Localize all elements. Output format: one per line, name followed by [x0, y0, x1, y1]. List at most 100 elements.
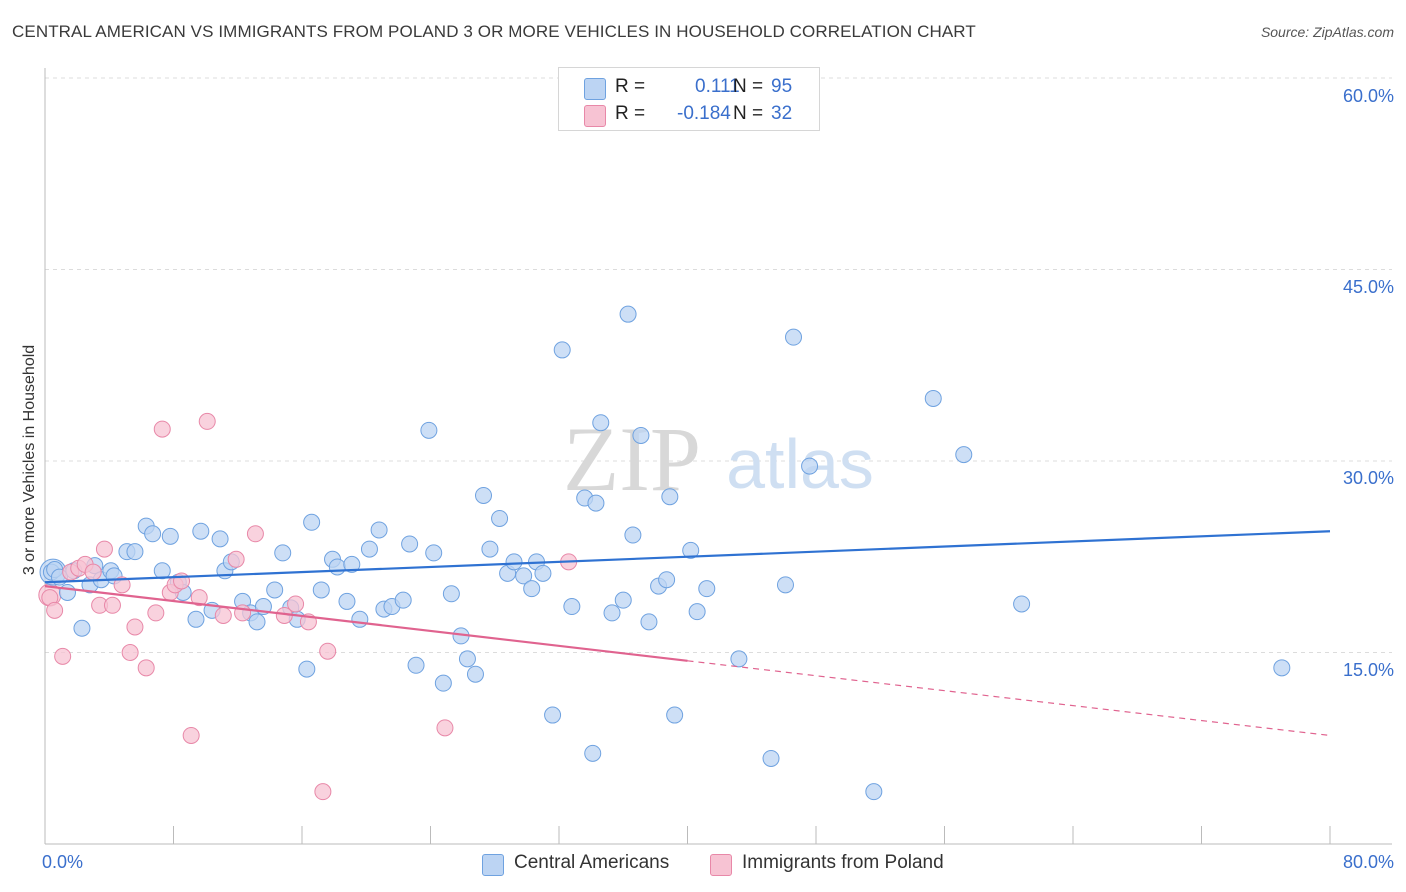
legend-n-label: N =	[733, 103, 764, 124]
legend-swatch-pink	[710, 854, 732, 876]
point-poland	[137, 659, 155, 677]
point-central-americans	[161, 527, 179, 545]
point-central-americans	[801, 457, 819, 475]
point-poland	[198, 412, 216, 430]
axes	[44, 68, 1392, 845]
point-central-americans	[126, 543, 144, 561]
point-central-americans	[420, 421, 438, 439]
point-poland	[314, 783, 332, 801]
point-central-americans	[865, 783, 883, 801]
point-central-americans	[603, 604, 621, 622]
point-poland	[246, 525, 264, 543]
legend-label: Central Americans	[514, 852, 670, 873]
point-central-americans	[328, 558, 346, 576]
y-tick-label-15: 15.0%	[1342, 660, 1394, 680]
point-central-americans	[458, 650, 476, 668]
point-poland	[227, 550, 245, 568]
point-poland	[147, 604, 165, 622]
point-central-americans	[544, 706, 562, 724]
point-central-americans	[274, 544, 292, 562]
point-central-americans	[394, 591, 412, 609]
point-poland	[84, 563, 102, 581]
point-central-americans	[614, 591, 632, 609]
y-tick-label-60: 60.0%	[1342, 86, 1394, 106]
watermark-atlas: atlas	[726, 425, 874, 503]
point-poland	[153, 420, 171, 438]
trend-line-poland	[44, 585, 688, 662]
point-central-americans	[58, 583, 76, 601]
point-central-americans	[73, 619, 91, 637]
legend-swatch-pink	[584, 105, 606, 127]
point-poland	[214, 606, 232, 624]
point-central-americans	[523, 580, 541, 598]
point-central-americans	[425, 544, 443, 562]
legend-n-value: 32	[771, 103, 793, 124]
point-poland	[121, 644, 139, 661]
point-central-americans	[762, 749, 780, 767]
point-poland	[113, 576, 131, 594]
point-central-americans	[640, 613, 658, 631]
point-central-americans	[343, 555, 361, 573]
point-central-americans	[776, 576, 794, 594]
point-central-americans	[584, 744, 602, 762]
chart-title: CENTRAL AMERICAN VS IMMIGRANTS FROM POLA…	[12, 22, 976, 41]
point-central-americans	[401, 535, 419, 553]
point-central-americans	[1273, 659, 1291, 677]
point-poland	[182, 726, 200, 744]
point-central-americans	[211, 530, 229, 548]
x-tick-label-max: 80.0%	[1342, 852, 1394, 872]
point-central-americans	[698, 580, 716, 598]
legend-r-label: R =	[615, 103, 646, 124]
correlation-legend: R = 0.111 N = 95 R = -0.184 N = 32	[558, 67, 820, 131]
point-central-americans	[491, 509, 509, 527]
grid-lines	[45, 77, 1392, 653]
point-poland	[319, 642, 337, 660]
point-central-americans	[515, 567, 533, 585]
point-central-americans	[434, 674, 452, 692]
point-central-americans	[661, 488, 679, 506]
point-central-americans	[553, 341, 571, 359]
point-central-americans	[534, 564, 552, 582]
point-central-americans	[924, 389, 942, 407]
point-central-americans	[351, 610, 369, 628]
point-central-americans	[466, 665, 484, 683]
y-tick-label-30: 30.0%	[1342, 468, 1394, 488]
watermark: ZIP atlas	[563, 408, 874, 510]
legend-n-label: N =	[733, 76, 764, 97]
point-central-americans	[481, 540, 499, 558]
point-central-americans	[592, 414, 610, 432]
trend-line-central-americans	[44, 530, 1331, 584]
y-tick-label-45: 45.0%	[1342, 277, 1394, 297]
point-central-americans	[505, 553, 523, 571]
legend-swatch-blue	[584, 78, 606, 100]
point-central-americans	[658, 571, 676, 589]
point-poland	[287, 595, 305, 613]
point-central-americans	[442, 585, 460, 603]
trend-line-extension-poland	[687, 660, 1331, 737]
point-central-americans	[187, 610, 205, 628]
point-central-americans	[587, 494, 605, 512]
legend-r-label: R =	[615, 76, 646, 97]
point-central-americans	[619, 305, 637, 323]
point-poland	[190, 589, 208, 607]
source-label: Source: ZipAtlas.com	[1260, 24, 1394, 40]
point-poland	[54, 647, 72, 665]
point-central-americans	[785, 328, 803, 346]
point-central-americans	[682, 541, 700, 559]
point-central-americans	[632, 426, 650, 444]
point-central-americans	[370, 521, 388, 539]
point-central-americans	[688, 603, 706, 621]
point-central-americans	[955, 446, 973, 464]
point-poland	[436, 719, 454, 737]
data-points	[38, 95, 1291, 801]
legend-label: Immigrants from Poland	[742, 852, 944, 873]
point-central-americans	[1013, 595, 1031, 613]
point-central-americans	[248, 613, 266, 631]
point-poland	[103, 596, 121, 614]
legend-swatch-blue	[482, 854, 504, 876]
y-axis-label: 3 or more Vehicles in Household	[21, 344, 38, 576]
point-central-americans	[303, 513, 321, 531]
point-central-americans	[666, 706, 684, 724]
legend-r-value: 0.111	[695, 76, 740, 97]
